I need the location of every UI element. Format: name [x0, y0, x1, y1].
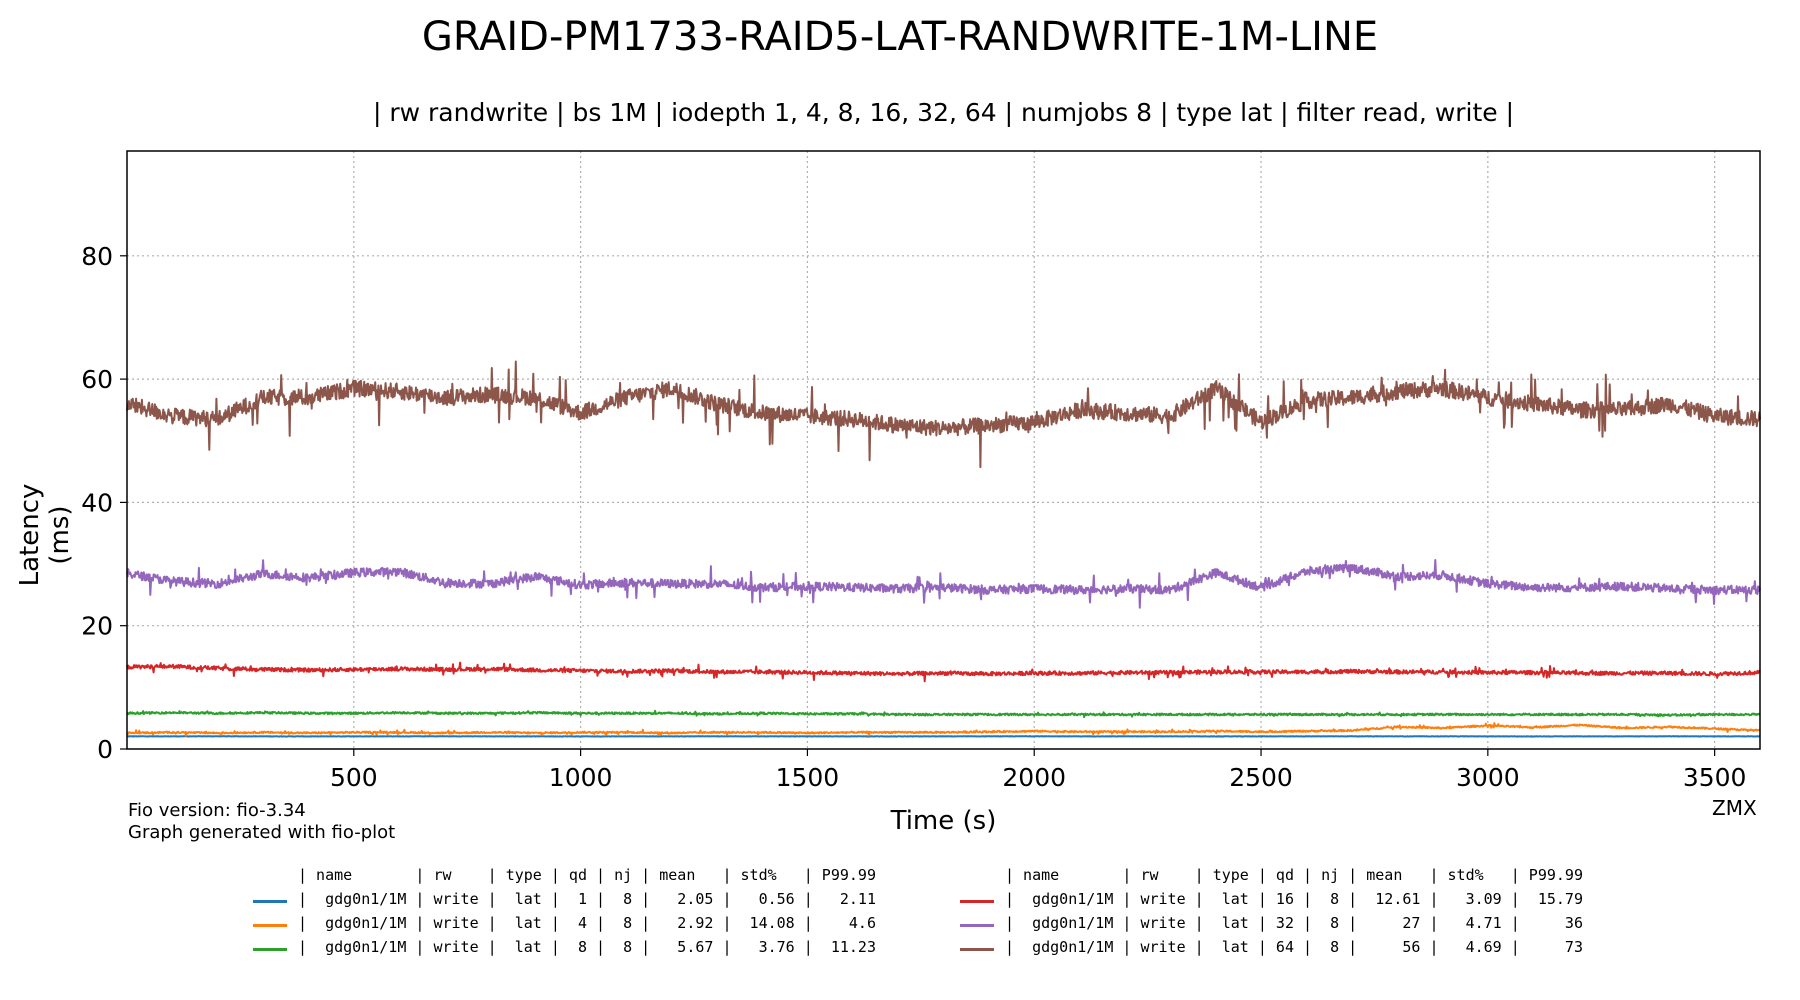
series-line-qd-1: [126, 735, 1761, 738]
x-tick-label: 1000: [549, 763, 613, 792]
x-tick-label: 1500: [776, 763, 840, 792]
axis-ticks: 500 1000 1500 2000 2500 3000 3500 0 20 40 60 80: [81, 242, 1746, 792]
legend-header-right: | name | rw | type | qd | nj | mean | st…: [1005, 866, 1583, 884]
y-tick-label: 60: [81, 365, 113, 394]
legend-header-left: | name | rw | type | qd | nj | mean | st…: [298, 866, 876, 884]
y-tick-label: 0: [97, 735, 113, 764]
legend-row-qd64: | gdg0n1/1M | write | lat | 64 | 8 | 56 …: [1005, 938, 1583, 956]
grid-lines: [127, 151, 1760, 749]
legend-swatch-qd1: [253, 900, 287, 903]
y-tick-label: 80: [81, 242, 113, 271]
chart-title: GRAID-PM1733-RAID5-LAT-RANDWRITE-1M-LINE: [421, 14, 1379, 60]
series-line-qd-16: [126, 661, 1761, 683]
y-tick-label: 40: [81, 488, 113, 517]
x-tick-label: 2500: [1229, 763, 1293, 792]
legend-swatch-qd64: [960, 948, 994, 951]
x-tick-label: 3500: [1683, 763, 1747, 792]
corner-tag: ZMX: [1712, 796, 1757, 820]
fio-version-note: Fio version: fio-3.34: [128, 800, 306, 821]
legend-row-qd8: | gdg0n1/1M | write | lat | 8 | 8 | 5.67…: [298, 938, 876, 956]
legend-row-qd32: | gdg0n1/1M | write | lat | 32 | 8 | 27 …: [1005, 914, 1583, 932]
legend-row-qd1: | gdg0n1/1M | write | lat | 1 | 8 | 2.05…: [298, 890, 876, 908]
plot-frame: [126, 150, 1761, 750]
legend-row-qd16: | gdg0n1/1M | write | lat | 16 | 8 | 12.…: [1005, 890, 1583, 908]
legend-table: | name | rw | type | qd | nj | mean | st…: [0, 866, 1800, 976]
x-tick-label: 2000: [1002, 763, 1066, 792]
series-line-qd-8: [126, 709, 1761, 719]
x-axis-label: Time (s): [890, 806, 997, 836]
y-tick-label: 20: [81, 612, 113, 641]
legend-swatch-qd8: [253, 948, 287, 951]
x-tick-label: 500: [330, 763, 378, 792]
legend-swatch-qd4: [253, 924, 287, 927]
series-lines: [126, 360, 1761, 738]
series-line-qd-32: [126, 559, 1761, 609]
series-line-qd-4: [126, 722, 1761, 737]
y-axis-label: Latency (ms): [15, 483, 75, 587]
legend-swatch-qd32: [960, 924, 994, 927]
series-line-qd-64: [126, 360, 1761, 469]
x-tick-label: 3000: [1456, 763, 1520, 792]
legend-row-qd4: | gdg0n1/1M | write | lat | 4 | 8 | 2.92…: [298, 914, 876, 932]
chart-subtitle: | rw randwrite | bs 1M | iodepth 1, 4, 8…: [372, 98, 1515, 127]
legend-swatch-qd16: [960, 900, 994, 903]
generated-with-note: Graph generated with fio-plot: [128, 822, 396, 843]
